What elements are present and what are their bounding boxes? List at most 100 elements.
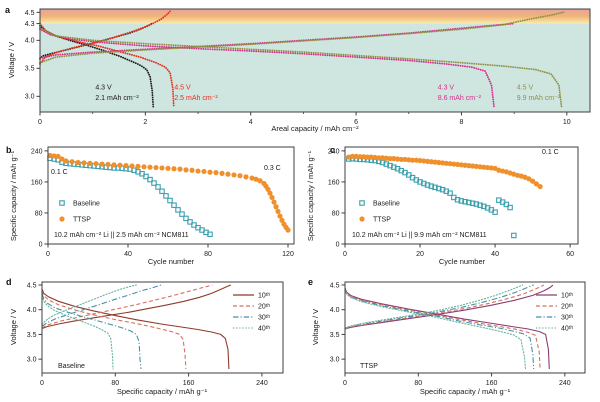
annotation: Baseline xyxy=(58,363,85,370)
data-point xyxy=(231,172,237,178)
data-point xyxy=(469,200,476,207)
series-cycle40-discharge xyxy=(344,289,527,370)
data-point xyxy=(147,164,153,170)
x-axis-title: Cycle number xyxy=(439,257,486,266)
high-voltage-band xyxy=(40,9,590,24)
annotation: 2.1 mAh cm⁻² xyxy=(95,95,139,102)
legend: Baseline TTSP xyxy=(359,200,400,223)
legend-marker xyxy=(59,200,65,206)
x-tick-label: 2 xyxy=(143,119,147,126)
data-point xyxy=(159,188,165,194)
data-point xyxy=(47,152,53,159)
series-cycle40-discharge xyxy=(41,295,114,370)
data-point xyxy=(462,198,468,205)
legend: Baseline TTSP xyxy=(59,200,100,223)
annotation: 10.2 mAh cm⁻² Li || 9.9 mAh cm⁻² NCM811 xyxy=(352,232,487,239)
annotation: 2.5 mAh cm⁻² xyxy=(174,95,218,102)
annotation: 4.3 V xyxy=(438,85,455,92)
plot-frame xyxy=(344,281,586,374)
data-point xyxy=(361,154,367,160)
y-tick-label: 3.5 xyxy=(330,332,340,339)
x-tick-label: 160 xyxy=(183,380,195,387)
legend-label: 40ᵗʰ xyxy=(258,325,270,332)
data-point xyxy=(219,170,225,176)
series-cycle20-charge xyxy=(41,284,213,329)
data-point xyxy=(201,168,207,175)
data-point xyxy=(466,163,472,169)
x-tick-label: 0 xyxy=(343,380,347,387)
data-point xyxy=(458,198,465,204)
data-point xyxy=(368,154,374,160)
data-point xyxy=(357,154,363,160)
data-point xyxy=(481,164,487,170)
data-point xyxy=(155,184,161,190)
series-cycle30-discharge xyxy=(344,289,535,370)
annotation: 0.3 C xyxy=(264,165,281,172)
data-point xyxy=(421,180,427,187)
legend-label: TTSP xyxy=(73,216,91,223)
data-point xyxy=(143,173,149,180)
data-point xyxy=(189,167,195,173)
data-point xyxy=(530,178,536,184)
data-point xyxy=(436,159,442,166)
annotation: 4.5 V xyxy=(174,85,191,92)
data-point xyxy=(69,159,75,165)
series-43v-21-discharge xyxy=(39,24,155,109)
series-45v-99-charge xyxy=(39,10,567,64)
series-43v-86-discharge xyxy=(39,28,495,109)
annotation: 9.9 mAh cm⁻² xyxy=(517,95,561,102)
data-point xyxy=(63,158,69,164)
data-point xyxy=(55,153,61,159)
data-point xyxy=(428,159,434,165)
panel-c: 0 20 40 60 0 80 160 240 Cycle number Specific cap… xyxy=(306,145,579,266)
data-point xyxy=(249,175,255,181)
y-tick-label: 3.0 xyxy=(27,357,37,364)
data-point xyxy=(507,204,513,211)
data-point xyxy=(451,161,457,167)
legend-label: 30ᵗʰ xyxy=(561,314,573,321)
x-tick-label: 240 xyxy=(559,380,571,387)
data-point xyxy=(75,159,81,166)
data-point xyxy=(447,190,453,196)
legend-label: Baseline xyxy=(373,200,400,207)
data-point xyxy=(275,208,281,215)
y-tick-label: 160 xyxy=(328,179,340,186)
data-point xyxy=(213,170,219,176)
data-point xyxy=(171,166,177,172)
data-point xyxy=(183,215,189,222)
data-point xyxy=(428,183,435,189)
data-point xyxy=(253,176,259,182)
series-cycle30-charge xyxy=(41,284,162,327)
data-point xyxy=(141,164,147,170)
y-tick-label: 80 xyxy=(35,210,43,217)
data-point xyxy=(163,193,169,199)
data-point xyxy=(409,157,416,163)
data-point xyxy=(413,157,419,163)
data-point xyxy=(391,156,397,162)
x-tick-label: 60 xyxy=(566,251,574,258)
legend-label: 20ᵗʰ xyxy=(258,303,270,310)
y-tick-label: 4.5 xyxy=(27,282,37,289)
y-tick-label: 4.5 xyxy=(330,282,340,289)
data-point xyxy=(105,161,111,168)
x-tick-label: 80 xyxy=(204,251,212,258)
plot-frame xyxy=(39,8,591,113)
annotation: 4.3 V xyxy=(95,85,112,92)
data-point xyxy=(447,161,453,167)
data-point xyxy=(387,162,393,169)
x-tick-label: 0 xyxy=(40,380,44,387)
series-cycle20-charge xyxy=(344,284,545,330)
data-point xyxy=(111,162,117,168)
y-tick-label: 160 xyxy=(31,179,43,186)
x-tick-label: 6 xyxy=(354,119,358,126)
data-point xyxy=(237,173,243,179)
scatter-ttsp xyxy=(47,152,291,233)
panel-d: 0 80 160 240 3.0 3.5 4.0 4.5 Specific capacity /… xyxy=(6,277,284,396)
data-point xyxy=(462,162,468,168)
legend-label: Baseline xyxy=(73,200,100,207)
data-point xyxy=(503,201,510,208)
data-point xyxy=(406,157,412,163)
series-cycle10-charge xyxy=(41,284,232,330)
data-point xyxy=(51,153,57,159)
